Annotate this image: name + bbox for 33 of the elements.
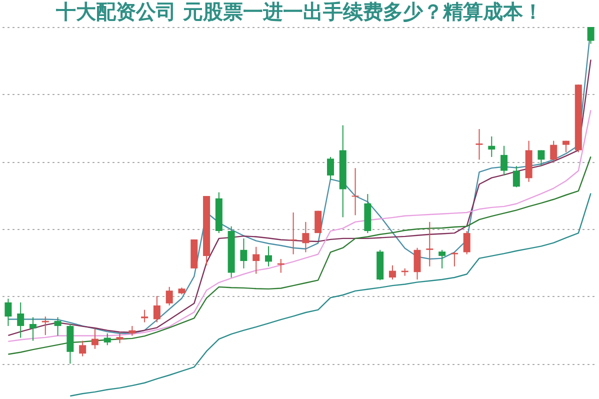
candlestick — [488, 136, 496, 158]
candlestick — [290, 212, 297, 255]
candlestick — [476, 128, 483, 160]
candlestick — [538, 150, 545, 167]
candlestick — [29, 316, 36, 342]
candlestick — [512, 166, 520, 188]
candlestick — [500, 145, 508, 176]
candlestick — [302, 221, 310, 253]
candlestick — [550, 140, 558, 162]
candlestick — [450, 252, 458, 267]
candlestick — [265, 246, 272, 267]
candlestick — [414, 247, 421, 280]
candlestick — [17, 302, 24, 338]
candlestick — [128, 325, 136, 336]
candlestick — [252, 246, 260, 274]
candlestick — [116, 330, 124, 344]
candlestick — [91, 328, 98, 350]
candlestick — [4, 298, 12, 326]
candlestick — [42, 316, 49, 336]
candlestick — [79, 340, 86, 357]
candlestick — [326, 156, 334, 180]
candlestick — [438, 249, 446, 269]
candlestick — [166, 286, 173, 306]
candlestick — [463, 230, 470, 255]
candlestick — [388, 264, 396, 280]
candlestick — [153, 296, 160, 323]
candlestick — [587, 26, 594, 44]
candlestick — [426, 221, 434, 267]
chart-title: 十大配资公司 元股票一进一出手续费多少？精算成本！ — [55, 0, 543, 24]
candlestick — [240, 238, 248, 269]
candlestick — [104, 332, 111, 346]
candlestick — [54, 316, 62, 336]
candlestick — [352, 168, 359, 216]
